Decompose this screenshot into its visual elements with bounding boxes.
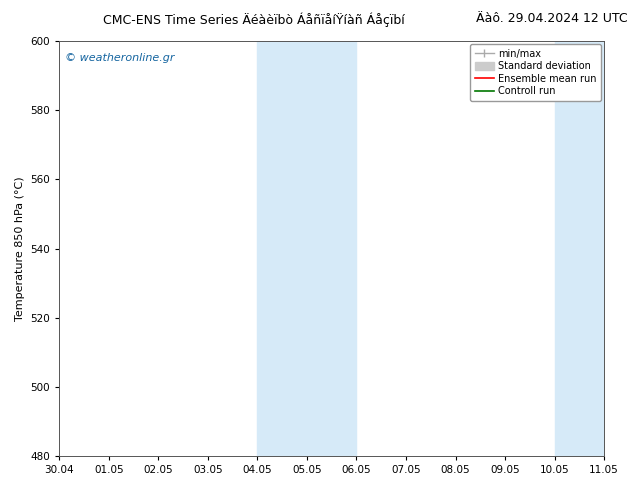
Text: CMC-ENS Time Series Äéàèïbò ÁåñïåíŸíàñ Áåçïbí: CMC-ENS Time Series Äéàèïbò ÁåñïåíŸíàñ Á… [103, 12, 404, 27]
Text: Äàô. 29.04.2024 12 UTC: Äàô. 29.04.2024 12 UTC [476, 12, 628, 25]
Legend: min/max, Standard deviation, Ensemble mean run, Controll run: min/max, Standard deviation, Ensemble me… [470, 44, 601, 101]
Text: © weatheronline.gr: © weatheronline.gr [65, 53, 174, 64]
Bar [555, 41, 604, 456]
Bar [257, 41, 356, 456]
Y-axis label: Temperature 850 hPa (°C): Temperature 850 hPa (°C) [15, 176, 25, 321]
